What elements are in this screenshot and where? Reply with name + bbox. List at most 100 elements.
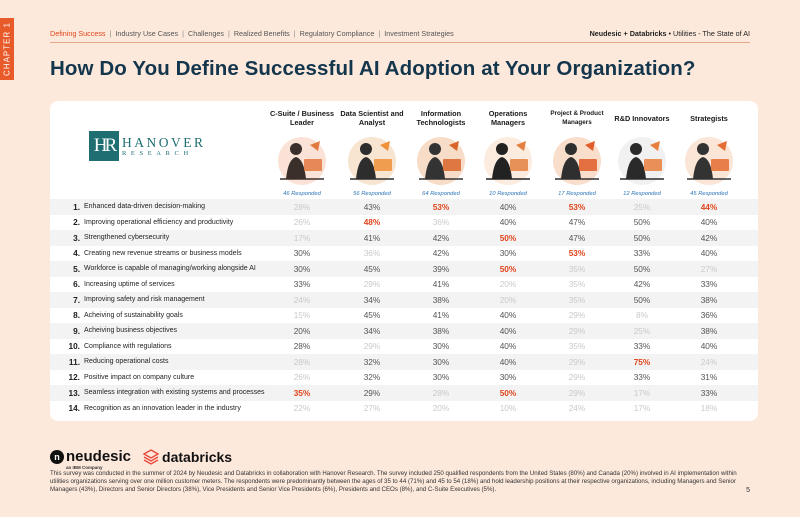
table-cell: 48% [363,217,381,228]
table-cell: 40% [700,248,718,259]
table-row: 11. Reducing operational costs 28% 32% 30% 40… [50,354,758,370]
row-label: Recognition as an innovation leader in t… [84,404,241,412]
table-cell: 30% [432,341,450,352]
column-header: C-Suite / Business Leader 46 Responded [267,107,337,197]
operations-illustration [480,131,536,187]
row-label: Enhanced data-driven decision-making [84,203,206,211]
table-cell: 30% [499,372,517,383]
brand-dot: • [668,29,672,38]
databricks-logo: databricks [143,449,232,465]
table-cell: 35% [568,294,586,305]
table-cell: 40% [499,201,517,212]
table-cell: 29% [568,372,586,383]
strategists-illustration [681,131,737,187]
table-cell: 38% [432,325,450,336]
table-cell: 42% [700,232,718,243]
table-cell: 28% [293,341,311,352]
row-number: 4. [73,248,80,259]
row-label: Increasing uptime of services [84,280,175,288]
hanover-research-logo: HR HANOVER RESEARCH [89,131,209,161]
chapter-tab: CHAPTER 1 [0,18,14,80]
table-cell: 29% [568,310,586,321]
nav-item[interactable]: Realized Benefits [233,29,290,38]
row-number: 9. [73,325,80,336]
column-header: R&D Innovators 12 Responded [607,107,677,198]
top-nav: Defining Success | Industry Use Cases | Chal… [50,29,454,38]
table-cell: 45% [363,263,381,274]
table-cell: 20% [499,294,517,305]
table-row: 10. Compliance with regulations 28% 29% 30% 4… [50,339,758,355]
nav-item[interactable]: Defining Success [50,29,106,38]
row-label: Creating new revenue streams or business… [84,249,242,257]
nav-item[interactable]: Investment Strategies [384,29,454,38]
responded-count: 45 Responded [690,191,728,197]
column-label: Data Scientist and Analyst [340,109,404,127]
table-cell: 50% [499,387,517,398]
row-number: 12. [68,372,80,383]
nav-separator: | [182,29,184,38]
nav-item[interactable]: Challenges [188,29,224,38]
responded-count: 17 Responded [558,191,596,197]
table-cell: 29% [568,387,586,398]
table-cell: 47% [568,232,586,243]
table-cell: 22% [293,403,311,414]
row-number: 1. [73,201,80,212]
table-cell: 41% [363,232,381,243]
report-name: Utilities - The State of AI [673,29,750,38]
row-number: 10. [68,341,80,352]
column-label: R&D Innovators [614,113,670,123]
row-number: 2. [73,217,80,228]
table-cell: 38% [432,294,450,305]
table-cell: 33% [293,279,311,290]
column-label: Information Technologists [416,109,466,127]
databricks-stack-icon [143,448,160,465]
table-cell: 40% [700,341,718,352]
nav-item[interactable]: Industry Use Cases [115,29,179,38]
neudesic-n-icon: n [50,449,64,464]
table-cell: 30% [499,248,517,259]
table-cell: 29% [363,387,381,398]
neudesic-ibm-tagline: an IBM Company [66,465,103,470]
table-cell: 30% [432,356,450,367]
row-label: Improving operational efficiency and pro… [84,218,234,226]
table-cell: 24% [293,294,311,305]
table-cell: 53% [568,201,586,212]
row-number: 8. [73,310,80,321]
row-number: 7. [73,294,80,305]
table-cell: 26% [293,372,311,383]
table-cell: 35% [293,387,311,398]
table-cell: 30% [432,372,450,383]
table-cell: 26% [293,217,311,228]
row-number: 14. [68,403,80,414]
table-row: 7. Improving safety and risk management 24… [50,292,758,308]
table-cell: 34% [363,325,381,336]
row-label: Acheiving business objectives [84,327,177,335]
table-row: 8. Acheiving of sustainability goals 15% 45… [50,308,758,324]
column-header: Information Technologists 64 Responded [406,107,476,197]
row-label: Acheiving of sustainability goals [84,311,183,319]
table-cell: 27% [363,403,381,414]
table-cell: 30% [293,263,311,274]
table-cell: 50% [633,263,651,274]
table-cell: 41% [432,279,450,290]
row-number: 6. [73,279,80,290]
table-cell: 15% [293,310,311,321]
row-number: 3. [73,232,80,243]
table-cell: 40% [499,310,517,321]
rnd-illustration [614,131,670,187]
column-header: Data Scientist and Analyst 56 Responded [337,107,407,197]
table-row: 1. Enhanced data-driven decision-making 28… [50,199,758,215]
page-number: 5 [746,487,750,494]
project-illustration [549,131,605,187]
table-cell: 50% [633,217,651,228]
table-cell: 40% [499,341,517,352]
table-cell: 40% [700,217,718,228]
table-cell: 36% [363,248,381,259]
csuite-illustration [274,131,330,187]
nav-separator: | [293,29,296,38]
hanover-name: HANOVER [122,134,206,150]
nav-item[interactable]: Regulatory Compliance [299,29,375,38]
table-cell: 35% [568,279,586,290]
table-cell: 34% [363,294,381,305]
table-row: 5. Workforce is capable of managing/worki… [50,261,758,277]
